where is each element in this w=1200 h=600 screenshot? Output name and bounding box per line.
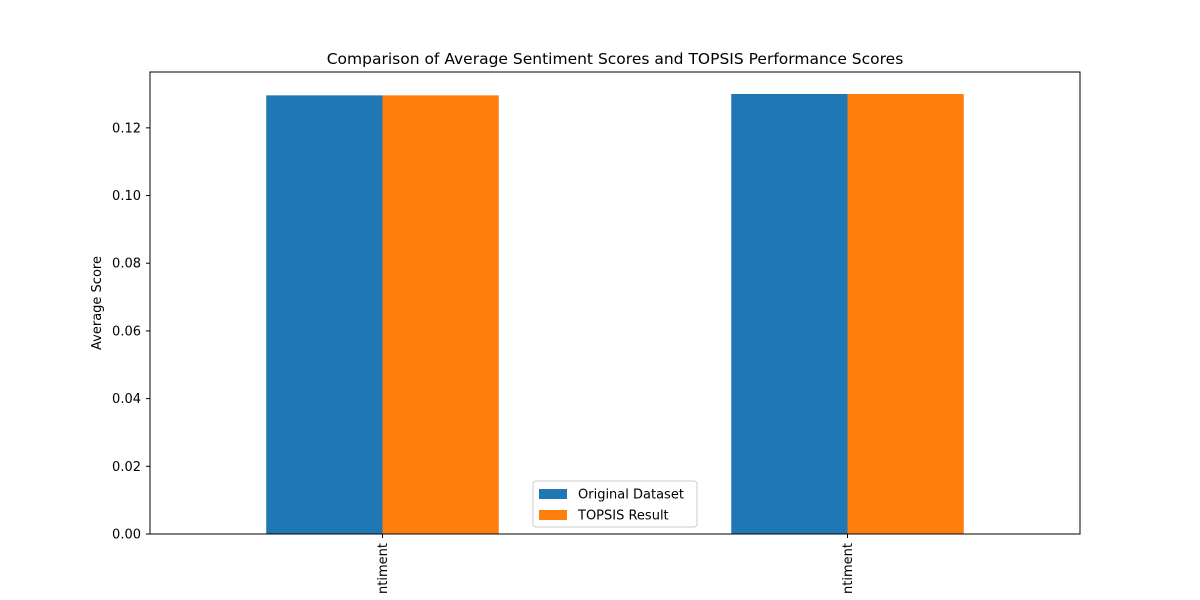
x-axis: ntiment ntiment: [376, 534, 856, 594]
plot-frame: [149, 71, 1081, 535]
legend-box: [532, 480, 698, 528]
chart-title: Comparison of Average Sentiment Scores a…: [327, 50, 904, 68]
legend-label: Original Dataset: [578, 488, 684, 503]
x-tick-label: ntiment: [376, 543, 391, 594]
bars-group: [266, 94, 964, 534]
legend-swatch: [539, 489, 567, 499]
y-tick-label: 0.08: [112, 257, 141, 272]
y-tick-label: 0.04: [112, 392, 141, 407]
y-axis: 0.00 0.02 0.04 0.06 0.08 0.10 0.12: [112, 121, 150, 543]
y-tick-label: 0.06: [112, 324, 141, 339]
bar-original-1: [266, 95, 383, 534]
bar-topsis-1: [382, 95, 499, 534]
y-tick-label: 0.02: [112, 460, 141, 475]
legend-label: TOPSIS Result: [577, 509, 669, 524]
bar-topsis-2: [847, 94, 964, 534]
legend: Original Dataset TOPSIS Result: [532, 480, 698, 528]
y-axis-label: Average Score: [90, 256, 105, 350]
y-tick-label: 0.10: [112, 189, 141, 204]
y-tick-label: 0.00: [112, 528, 141, 543]
bar-original-2: [731, 94, 848, 534]
y-tick-label: 0.12: [112, 121, 141, 136]
x-tick-label: ntiment: [841, 543, 856, 594]
legend-swatch: [539, 510, 567, 520]
